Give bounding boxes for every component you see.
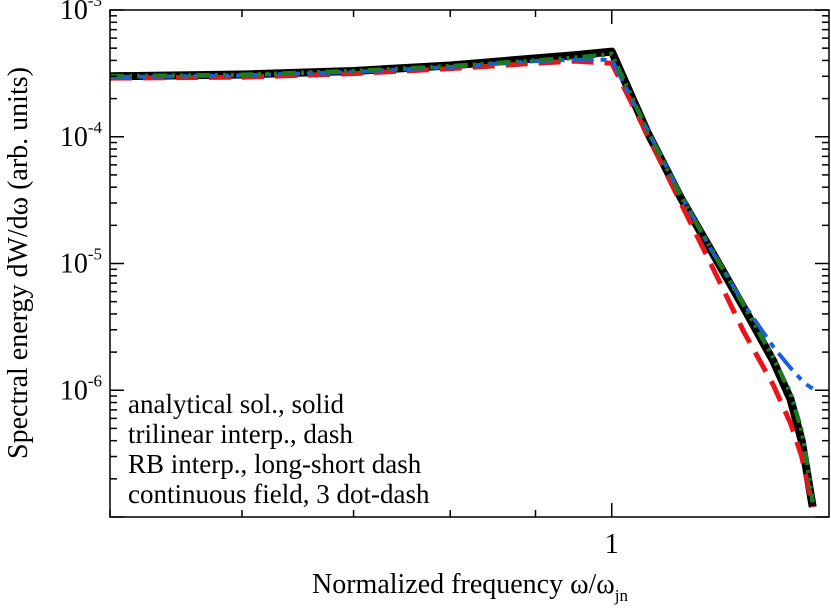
x-axis-title-sub: jn [614,586,629,605]
y-axis-title: Spectral energy dW/dω (arb. units) [3,67,34,459]
tick-label-layer: 10-3 10-4 10-5 10-6 1 [60,0,619,560]
y-tick-label-1: 10-4 [60,118,103,153]
series-line-2 [110,57,814,391]
series-layer [110,47,817,508]
legend-entry-1: trilinear interp., dash [128,419,353,449]
x-axis-title-main: Normalized frequency ω/ω [312,569,615,600]
x-tick-label-0: 1 [605,529,619,560]
series-line-3 [110,51,815,503]
y-tick-label-2: 10-5 [60,245,102,280]
legend-entry-2: RB interp., long-short dash [128,449,422,479]
x-axis-title: Normalized frequency ω/ωjn [312,569,628,605]
y-tick-label-0: 10-3 [60,0,102,26]
legend-entry-0: analytical sol., solid [128,389,344,419]
ticks-layer [109,9,829,518]
legend-entry-3: continuous field, 3 dot-dash [128,479,430,509]
y-tick-label-3: 10-6 [60,371,102,406]
